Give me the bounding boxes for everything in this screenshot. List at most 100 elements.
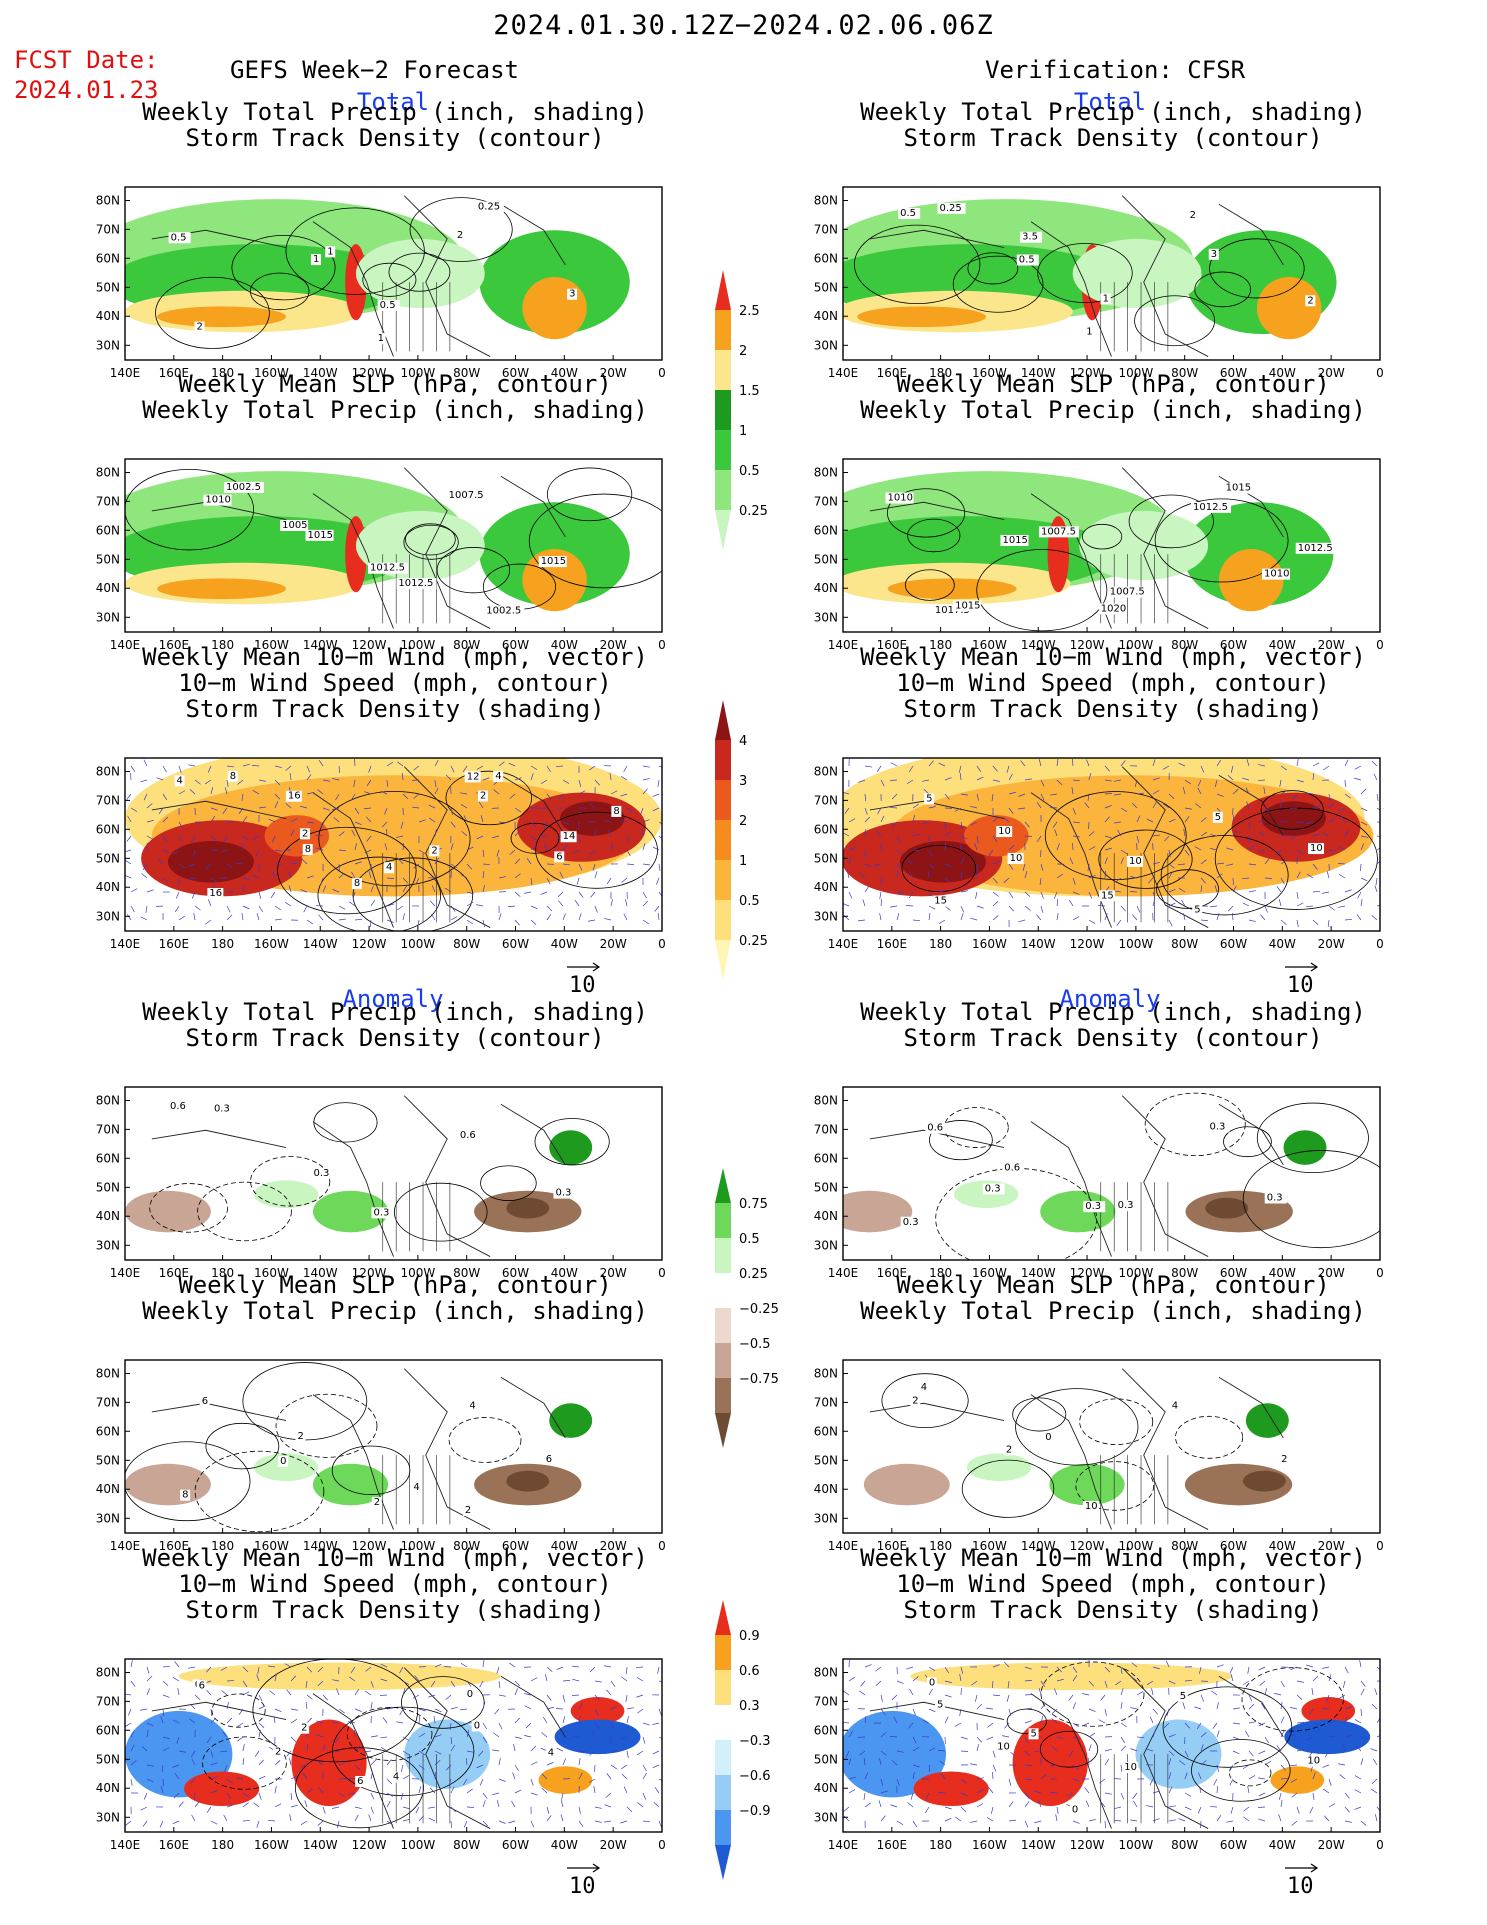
L_anom_wind-vector <box>402 1806 410 1810</box>
R_total_wind-vector <box>907 859 914 865</box>
L_anom_wind-label-bg <box>196 1680 207 1692</box>
R_anom_precip-title-line-0: Weekly Total Precip (inch, shading) <box>860 998 1366 1026</box>
L_anom_wind-vector <box>399 1708 404 1716</box>
R_total_wind-vector <box>1312 762 1320 767</box>
R_anom_precip-plot-bg <box>843 1087 1380 1260</box>
L_total_precip-title-line-0: Weekly Total Precip (inch, shading) <box>142 98 648 126</box>
R_total_wind-vector <box>1088 831 1095 837</box>
R_total_wind-vector <box>1312 919 1319 926</box>
L_anom_wind-vector <box>450 1744 455 1752</box>
L_total_wind-vector <box>546 765 551 773</box>
R_total_precip-contour-label: 0.25 <box>940 203 962 214</box>
R_total_wind-vector <box>1296 891 1299 899</box>
R_total_wind-vector <box>864 829 867 837</box>
L_total_wind-vector <box>322 885 327 893</box>
R_total_wind-vector <box>1050 793 1058 796</box>
L_total_wind-vector <box>492 835 500 839</box>
colorbar-precip_anom-cap-top <box>715 1168 731 1203</box>
L_total_wind-label-bg <box>207 888 224 900</box>
R_total_wind-vector <box>1072 758 1074 767</box>
R_total_wind-vector <box>912 803 919 809</box>
R_total_wind-lon-label: 180 <box>929 937 952 951</box>
R_anom_wind-vector <box>976 1744 980 1752</box>
L_anom_wind-vector <box>637 1708 644 1714</box>
L_total_wind-vector <box>220 849 228 853</box>
R_anom_wind-vector <box>1376 1806 1380 1812</box>
L_total_wind-vector <box>509 793 516 799</box>
R_anom_wind-vector <box>896 1778 900 1786</box>
L_total_wind-vector <box>557 891 564 898</box>
L_anom_wind-vector <box>290 1792 293 1800</box>
R_anom_slp-label-bg <box>1043 1431 1054 1443</box>
R_anom_wind-vector <box>1259 1680 1266 1686</box>
L_anom_wind-vector <box>620 1736 628 1740</box>
R_anom_precip-shade-5 <box>1283 1130 1327 1165</box>
L_anom_wind-vector <box>635 1666 644 1668</box>
R_anom_slp-lon-label: 140W <box>1021 1539 1056 1553</box>
L_total_wind-vector <box>652 807 660 812</box>
R_anom_wind-vector <box>1168 1750 1175 1757</box>
R_anom_wind-vector <box>960 1736 968 1740</box>
L_total_wind-vector <box>194 779 201 785</box>
R_anom_wind-vector <box>880 1815 886 1822</box>
R_anom_wind-vector <box>1322 1707 1330 1710</box>
L_anom_wind-vector <box>514 1764 519 1772</box>
L_anom_wind-vector <box>354 1764 361 1771</box>
L_anom_wind-vector <box>514 1717 521 1724</box>
R_total_wind-vector <box>1200 877 1206 884</box>
R_anom_wind-vector <box>971 1680 978 1686</box>
R_total_wind-vector <box>944 877 951 883</box>
L_total_wind-vector <box>320 821 324 829</box>
L_total_wind-vector-ref-label: 10 <box>569 973 596 998</box>
colorbar-storm_total-label: 1 <box>739 854 747 869</box>
R_anom_wind-frame <box>842 1658 1381 1833</box>
R_anom_wind-vector <box>1132 1792 1138 1799</box>
L_anom_wind-contour-5 <box>211 1693 266 1728</box>
L_total_precip-lat-label: 50N <box>96 280 120 294</box>
R_anom_wind-vector <box>1104 1708 1107 1716</box>
R_anom_wind-vector <box>1099 1778 1106 1784</box>
L_total_wind-vector <box>366 779 372 786</box>
L_anom_wind-coast-0 <box>403 1667 491 1829</box>
R_anom_wind-vector <box>1290 1706 1298 1710</box>
R_anom_wind-vector <box>1051 1708 1058 1715</box>
L_anom_wind-lat-label: 80N <box>96 1665 120 1679</box>
L_anom_wind-vector <box>354 1814 359 1822</box>
L_total_wind-vector <box>207 899 212 907</box>
L_total_wind-label-bg <box>299 828 310 840</box>
R_anom_wind-vector <box>1338 1763 1346 1766</box>
L_anom_wind-label-bg <box>545 1747 556 1759</box>
R_anom_precip-shade-0 <box>843 1190 913 1233</box>
L_total_wind-vector <box>578 790 586 795</box>
colorbar-precip_total-segment <box>715 390 731 430</box>
L_total_wind-vector <box>539 807 548 809</box>
R_total_wind-vector <box>1168 888 1176 893</box>
L_anom_wind-vector <box>556 1666 564 1670</box>
R_anom_wind-lon-label: 0 <box>1376 1838 1384 1852</box>
L_total_precip-lon-label: 160W <box>254 366 289 380</box>
R_total_precip-contour-label: 0.5 <box>1019 254 1035 265</box>
R_total_wind-lat-label: 40N <box>814 880 838 894</box>
R_total_wind-vector <box>1280 790 1288 795</box>
R_anom_wind-vector <box>1034 1820 1042 1824</box>
L_anom_wind-lon-label: 140W <box>303 1838 338 1852</box>
R_total_wind-contour-label: 5 <box>1215 812 1221 823</box>
L_anom_wind-vector <box>257 1666 260 1674</box>
L_total_wind-vector <box>173 849 180 855</box>
R_anom_wind-vector <box>845 1750 850 1758</box>
R_total_wind-vector <box>960 835 968 840</box>
R_anom_wind-vector <box>1072 1736 1080 1740</box>
R_total_wind-vector <box>1210 834 1218 837</box>
L_anom_slp-lat-label: 70N <box>96 1395 120 1409</box>
L_total_precip-label-bg <box>475 201 504 213</box>
L_anom_slp-plot-bg <box>125 1360 662 1533</box>
R_anom_wind-vector <box>1291 1792 1298 1798</box>
L_total_wind-vector <box>626 807 634 812</box>
L_total_wind-coast-3 <box>151 800 287 819</box>
R_anom_wind-vector <box>843 1690 850 1696</box>
L_total_wind-vector <box>508 762 516 767</box>
R_total_slp-map: 1010101510201012.510101017.51007.51007.5… <box>814 458 1384 652</box>
L_total_wind-vector <box>546 914 552 921</box>
L_total_wind-vector <box>610 843 614 851</box>
R_anom_wind-vector <box>1200 1694 1205 1702</box>
